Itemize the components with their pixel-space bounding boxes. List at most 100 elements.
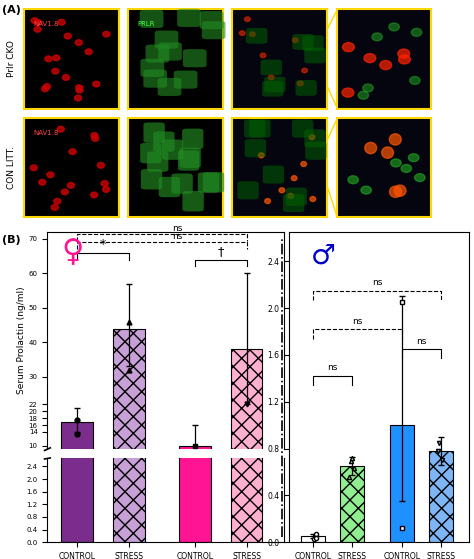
Ellipse shape bbox=[409, 154, 419, 162]
FancyBboxPatch shape bbox=[147, 151, 168, 172]
FancyBboxPatch shape bbox=[245, 139, 266, 157]
Ellipse shape bbox=[51, 205, 58, 210]
Ellipse shape bbox=[348, 176, 358, 184]
Ellipse shape bbox=[279, 188, 285, 193]
Ellipse shape bbox=[301, 162, 307, 167]
Ellipse shape bbox=[63, 75, 70, 80]
FancyBboxPatch shape bbox=[153, 131, 174, 152]
Ellipse shape bbox=[389, 134, 401, 145]
FancyBboxPatch shape bbox=[304, 129, 326, 148]
Ellipse shape bbox=[102, 187, 109, 192]
Ellipse shape bbox=[76, 85, 83, 91]
Text: ♂: ♂ bbox=[311, 241, 336, 269]
Ellipse shape bbox=[380, 60, 392, 70]
FancyBboxPatch shape bbox=[304, 48, 326, 63]
Ellipse shape bbox=[398, 49, 410, 58]
Ellipse shape bbox=[268, 75, 274, 80]
FancyBboxPatch shape bbox=[155, 31, 178, 49]
Y-axis label: Serum Prolactin (ng/ml): Serum Prolactin (ng/ml) bbox=[17, 287, 26, 395]
FancyBboxPatch shape bbox=[202, 21, 226, 39]
FancyBboxPatch shape bbox=[143, 70, 167, 88]
FancyBboxPatch shape bbox=[244, 120, 265, 138]
Text: ns: ns bbox=[416, 337, 427, 345]
FancyBboxPatch shape bbox=[159, 177, 180, 197]
Bar bbox=[231, 0, 263, 542]
Ellipse shape bbox=[391, 159, 401, 167]
Ellipse shape bbox=[103, 31, 110, 37]
FancyBboxPatch shape bbox=[264, 77, 285, 92]
FancyBboxPatch shape bbox=[262, 81, 283, 97]
Text: NAV1.8: NAV1.8 bbox=[33, 130, 59, 136]
Text: (B): (B) bbox=[2, 235, 21, 245]
Ellipse shape bbox=[34, 26, 41, 32]
Bar bbox=[390, 425, 414, 542]
FancyBboxPatch shape bbox=[177, 9, 201, 27]
FancyBboxPatch shape bbox=[295, 80, 317, 96]
Ellipse shape bbox=[41, 86, 48, 92]
Ellipse shape bbox=[372, 33, 383, 41]
Ellipse shape bbox=[258, 153, 264, 158]
FancyBboxPatch shape bbox=[128, 118, 223, 217]
FancyBboxPatch shape bbox=[246, 28, 267, 44]
FancyBboxPatch shape bbox=[162, 139, 183, 160]
Bar bbox=[61, 421, 93, 480]
FancyBboxPatch shape bbox=[292, 120, 313, 138]
Ellipse shape bbox=[245, 17, 250, 21]
Ellipse shape bbox=[361, 186, 371, 194]
Ellipse shape bbox=[260, 53, 266, 58]
Ellipse shape bbox=[69, 149, 76, 154]
Ellipse shape bbox=[288, 193, 293, 198]
Ellipse shape bbox=[101, 181, 108, 186]
FancyBboxPatch shape bbox=[158, 42, 182, 60]
Text: CON LITT.: CON LITT. bbox=[8, 146, 16, 189]
Bar bbox=[429, 451, 453, 542]
FancyBboxPatch shape bbox=[261, 59, 282, 75]
Ellipse shape bbox=[310, 197, 316, 201]
Ellipse shape bbox=[45, 56, 52, 61]
FancyBboxPatch shape bbox=[174, 70, 198, 89]
Ellipse shape bbox=[31, 18, 38, 23]
FancyBboxPatch shape bbox=[292, 34, 314, 50]
Ellipse shape bbox=[74, 95, 82, 101]
Ellipse shape bbox=[91, 132, 98, 138]
Ellipse shape bbox=[39, 179, 46, 185]
FancyBboxPatch shape bbox=[180, 148, 201, 168]
Ellipse shape bbox=[390, 186, 401, 197]
Ellipse shape bbox=[58, 20, 65, 25]
Ellipse shape bbox=[298, 81, 303, 86]
Ellipse shape bbox=[309, 135, 315, 140]
FancyBboxPatch shape bbox=[237, 181, 259, 200]
FancyBboxPatch shape bbox=[182, 191, 204, 211]
Ellipse shape bbox=[292, 176, 297, 181]
Ellipse shape bbox=[85, 49, 92, 55]
FancyBboxPatch shape bbox=[203, 172, 224, 192]
FancyBboxPatch shape bbox=[198, 172, 219, 193]
Ellipse shape bbox=[75, 40, 82, 45]
Ellipse shape bbox=[53, 55, 60, 61]
Ellipse shape bbox=[54, 198, 61, 204]
Ellipse shape bbox=[394, 185, 406, 196]
FancyBboxPatch shape bbox=[158, 78, 182, 96]
Ellipse shape bbox=[93, 81, 100, 87]
Ellipse shape bbox=[302, 68, 308, 73]
Ellipse shape bbox=[61, 189, 68, 195]
Text: ns: ns bbox=[372, 278, 382, 287]
Ellipse shape bbox=[364, 54, 376, 63]
Text: †: † bbox=[218, 245, 224, 258]
FancyBboxPatch shape bbox=[178, 150, 199, 170]
Ellipse shape bbox=[265, 198, 271, 203]
FancyBboxPatch shape bbox=[128, 9, 223, 108]
FancyBboxPatch shape bbox=[249, 120, 271, 138]
Bar bbox=[340, 466, 364, 542]
Ellipse shape bbox=[30, 165, 37, 170]
Ellipse shape bbox=[97, 163, 104, 168]
FancyBboxPatch shape bbox=[183, 49, 207, 67]
Ellipse shape bbox=[250, 32, 255, 36]
Text: *: * bbox=[100, 238, 106, 251]
Ellipse shape bbox=[342, 88, 354, 97]
Text: ns: ns bbox=[172, 233, 182, 241]
Ellipse shape bbox=[67, 183, 74, 188]
Text: NAV1.8: NAV1.8 bbox=[33, 21, 59, 27]
Ellipse shape bbox=[410, 77, 420, 84]
FancyBboxPatch shape bbox=[302, 35, 324, 51]
